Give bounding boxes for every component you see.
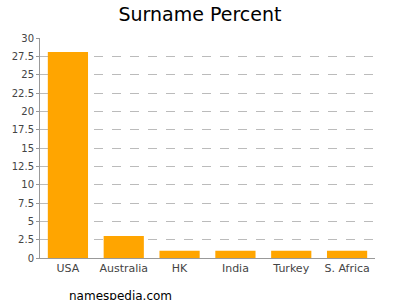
svg-text:Surname Percent: Surname Percent — [119, 3, 282, 25]
svg-text:22.5: 22.5 — [12, 88, 34, 99]
svg-text:10: 10 — [21, 179, 34, 190]
svg-text:17.5: 17.5 — [12, 124, 34, 135]
svg-text:namespedia.com: namespedia.com — [69, 289, 172, 300]
svg-text:27.5: 27.5 — [12, 51, 34, 62]
svg-text:30: 30 — [21, 33, 34, 44]
svg-text:25: 25 — [21, 69, 34, 80]
svg-text:5: 5 — [28, 216, 34, 227]
svg-text:Turkey: Turkey — [272, 262, 309, 275]
svg-text:12.5: 12.5 — [12, 161, 34, 172]
svg-text:0: 0 — [28, 253, 34, 264]
svg-text:HK: HK — [172, 262, 188, 275]
svg-text:7.5: 7.5 — [18, 198, 34, 209]
svg-text:2.5: 2.5 — [18, 234, 34, 245]
svg-text:S. Africa: S. Africa — [324, 262, 369, 275]
svg-text:15: 15 — [21, 143, 34, 154]
svg-text:India: India — [222, 262, 249, 275]
svg-text:Australia: Australia — [99, 262, 148, 275]
svg-text:USA: USA — [57, 262, 80, 275]
svg-text:20: 20 — [21, 106, 34, 117]
